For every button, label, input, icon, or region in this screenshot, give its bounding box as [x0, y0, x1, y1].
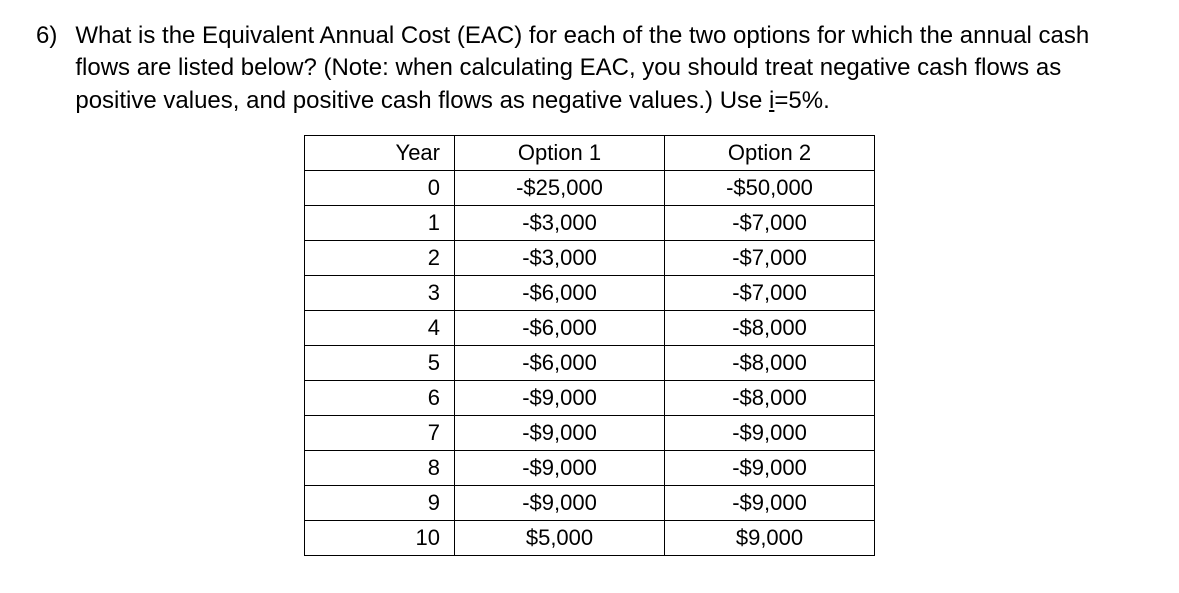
table-row: 8 -$9,000 -$9,000: [305, 451, 875, 486]
table-row: 2 -$3,000 -$7,000: [305, 241, 875, 276]
question-text: What is the Equivalent Annual Cost (EAC)…: [75, 20, 1143, 117]
cashflow-table: Year Option 1 Option 2 0 -$25,000 -$50,0…: [304, 135, 875, 556]
cell-option2: -$8,000: [665, 346, 875, 381]
cell-year: 8: [305, 451, 455, 486]
table-row: 1 -$3,000 -$7,000: [305, 206, 875, 241]
cell-option2: -$7,000: [665, 206, 875, 241]
cell-option1: -$9,000: [455, 486, 665, 521]
table-row: 0 -$25,000 -$50,000: [305, 171, 875, 206]
cell-option1: -$9,000: [455, 451, 665, 486]
cell-year: 3: [305, 276, 455, 311]
cell-year: 2: [305, 241, 455, 276]
cell-year: 5: [305, 346, 455, 381]
question-text-pre: What is the Equivalent Annual Cost (EAC)…: [75, 22, 1089, 114]
question-block: 6) What is the Equivalent Annual Cost (E…: [36, 20, 1143, 117]
cell-option1: $5,000: [455, 521, 665, 556]
cell-year: 0: [305, 171, 455, 206]
question-text-post: =5%.: [774, 87, 829, 114]
cell-year: 4: [305, 311, 455, 346]
cell-option2: -$7,000: [665, 276, 875, 311]
table-row: 10 $5,000 $9,000: [305, 521, 875, 556]
cell-option2: -$9,000: [665, 451, 875, 486]
table-header-row: Year Option 1 Option 2: [305, 136, 875, 171]
cell-option1: -$6,000: [455, 311, 665, 346]
cell-option2: -$50,000: [665, 171, 875, 206]
col-header-year: Year: [305, 136, 455, 171]
table-row: 6 -$9,000 -$8,000: [305, 381, 875, 416]
question-number: 6): [36, 20, 57, 52]
cell-option1: -$9,000: [455, 381, 665, 416]
cell-year: 6: [305, 381, 455, 416]
cell-year: 10: [305, 521, 455, 556]
table-row: 7 -$9,000 -$9,000: [305, 416, 875, 451]
cell-option2: -$8,000: [665, 381, 875, 416]
table-row: 5 -$6,000 -$8,000: [305, 346, 875, 381]
cell-option2: -$9,000: [665, 486, 875, 521]
cell-option2: -$8,000: [665, 311, 875, 346]
cell-option1: -$9,000: [455, 416, 665, 451]
col-header-option2: Option 2: [665, 136, 875, 171]
cell-option1: -$3,000: [455, 241, 665, 276]
col-header-option1: Option 1: [455, 136, 665, 171]
cell-year: 7: [305, 416, 455, 451]
cell-option2: -$9,000: [665, 416, 875, 451]
cell-option1: -$3,000: [455, 206, 665, 241]
cell-year: 9: [305, 486, 455, 521]
cell-option1: -$6,000: [455, 276, 665, 311]
cell-option2: $9,000: [665, 521, 875, 556]
cell-option2: -$7,000: [665, 241, 875, 276]
table-row: 9 -$9,000 -$9,000: [305, 486, 875, 521]
table-row: 3 -$6,000 -$7,000: [305, 276, 875, 311]
cell-option1: -$6,000: [455, 346, 665, 381]
table-row: 4 -$6,000 -$8,000: [305, 311, 875, 346]
table-container: Year Option 1 Option 2 0 -$25,000 -$50,0…: [36, 135, 1143, 556]
cell-year: 1: [305, 206, 455, 241]
cell-option1: -$25,000: [455, 171, 665, 206]
